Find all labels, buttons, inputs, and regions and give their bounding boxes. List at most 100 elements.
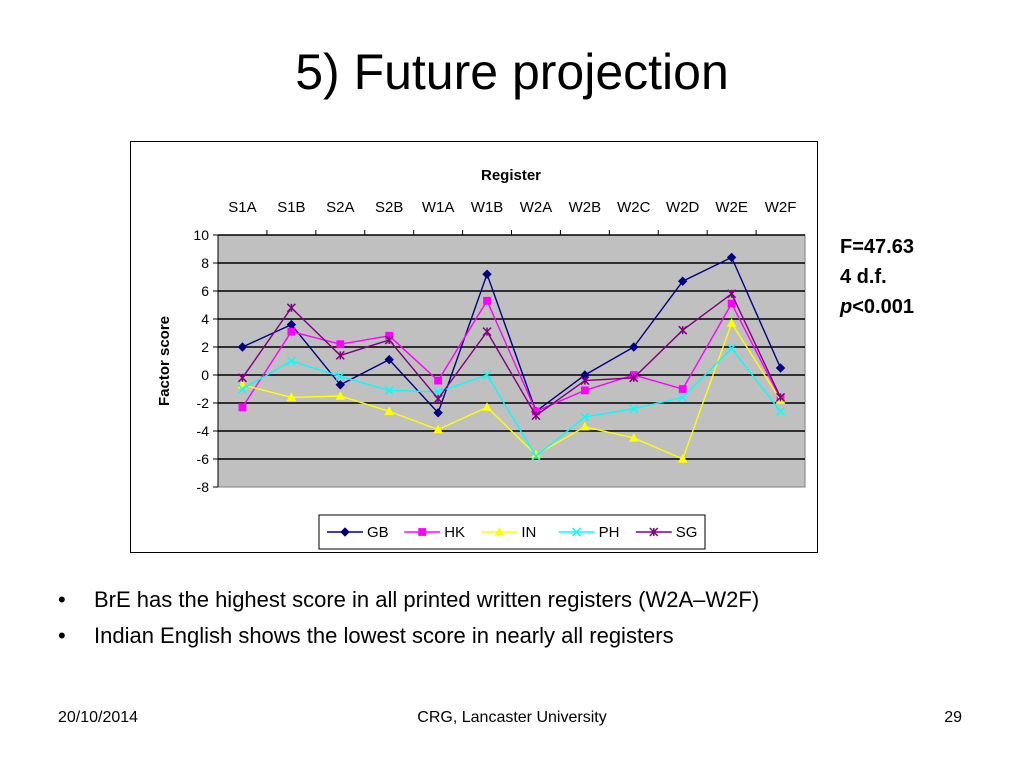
data-point [433,408,443,418]
chart-title: Register [481,167,541,184]
bullet-list: BrE has the highest score in all printed… [58,582,998,654]
data-point [286,303,296,313]
data-point [482,370,492,380]
series-line [241,292,782,417]
data-point [238,403,247,412]
legend-label: PH [599,524,620,541]
x-tick-label: W2E [715,199,748,216]
legend-label: IN [521,524,536,541]
series-line [242,347,782,458]
data-point [384,385,394,395]
slide-title: 5) Future projection [295,44,729,100]
data-point [775,363,786,373]
data-point [726,318,737,327]
data-point [776,406,786,416]
data-point [286,392,297,402]
data-point [237,342,248,352]
data-point [727,299,736,308]
y-axis: 10 8 6 4 2 0 -2 -4 -6 -8 [193,227,219,495]
degrees-of-freedom: 4 d.f. [840,266,887,288]
data-point [335,390,346,400]
series-ph [237,343,786,461]
data-point [482,327,492,337]
data-point [335,350,345,360]
data-point [629,373,639,383]
y-tick-label: 6 [201,283,209,299]
x-tick-label: S1B [277,199,305,216]
data-point [287,327,296,336]
data-point [629,404,639,414]
y-tick-label: -2 [197,395,210,411]
y-tick-label: 2 [201,339,209,355]
x-tick-label: W2B [569,199,602,216]
p-threshold: <0.001 [852,296,914,318]
data-point [494,526,505,536]
y-axis-label: Factor score [156,316,173,406]
data-point [726,252,737,263]
legend-label: GB [367,524,389,541]
series-line [241,299,782,413]
x-tick-label: S1A [228,199,256,216]
series-group [237,252,786,463]
data-point [580,376,590,386]
data-point [482,269,492,279]
data-point [629,342,639,352]
data-point [384,354,394,365]
line-chart: Register S1A S1B S2A S2B W1A W1B W2A W2B W2C W2D W… [156,167,806,550]
grid-lines [218,230,805,460]
p-value: p<0.001 [840,292,914,322]
data-point [335,371,345,381]
x-tick-label: S2A [326,199,354,216]
data-point [340,527,350,537]
y-tick-label: 0 [201,367,209,383]
data-point [237,384,247,394]
bullet-item: BrE has the highest score in all printed… [58,582,998,618]
chart-frame: Register S1A S1B S2A S2B W1A W1B W2A W2B W2C W2D W… [130,141,818,553]
y-tick-label: -8 [197,479,210,495]
x-tick-label: W1A [422,199,455,216]
plot-area [217,234,806,488]
data-point [727,289,737,299]
y-tick-label: 4 [201,311,209,327]
x-tick-label: W1B [471,199,504,216]
y-tick-label: -6 [197,451,210,467]
footer-date: 20/10/2014 [58,709,139,726]
x-tick-label: W2C [617,199,651,216]
legend-item: GB [327,524,389,541]
data-point [237,373,247,383]
legend: GB HK IN PH SG [318,514,706,550]
series-line [242,256,782,415]
data-point [286,356,296,366]
y-tick-label: -4 [197,423,210,439]
data-point [433,394,443,404]
data-point [531,411,541,421]
data-point [678,385,687,393]
x-tick-label: W2A [520,199,553,216]
series-line [242,321,782,460]
data-point [384,335,394,345]
legend-item: SG [635,524,698,541]
data-point [482,402,492,411]
legend-item: IN [481,524,536,541]
legend-label: SG [676,524,698,541]
y-tick-label: 10 [193,227,209,243]
category-labels: S1A S1B S2A S2B W1A W1B W2A W2B W2C W2D W2E W2F [228,199,796,216]
data-point [580,421,590,431]
data-point [433,424,443,434]
f-value: F=47.63 [840,236,914,258]
data-point [336,340,345,349]
data-point [384,406,395,416]
x-tick-label: W2D [666,199,700,216]
x-tick-label: W2F [765,199,797,216]
data-point [649,527,659,537]
data-point [776,392,786,402]
legend-item: HK [404,524,465,541]
legend-item: PH [558,524,620,541]
data-point [678,325,688,335]
data-point [418,528,427,536]
data-point [677,453,688,463]
p-symbol: p [840,296,853,318]
data-point [531,451,541,461]
y-tick-label: 8 [201,255,209,271]
data-point [335,380,345,390]
